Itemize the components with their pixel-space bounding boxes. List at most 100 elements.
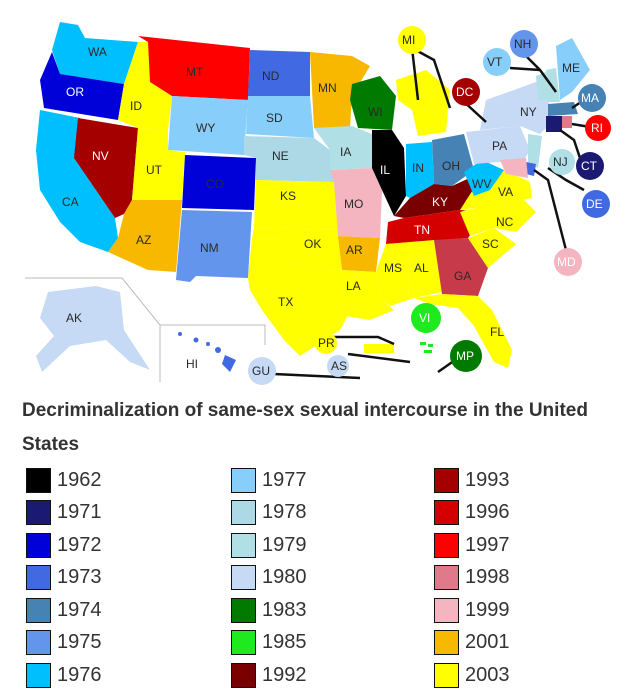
legend-year: 1962 <box>57 468 102 491</box>
legend-year: 1996 <box>465 501 510 524</box>
label-wy: WY <box>196 121 215 135</box>
label-ok: OK <box>304 237 321 251</box>
legend-swatch <box>434 662 459 688</box>
state-wa <box>52 22 138 84</box>
marker-ct <box>576 152 604 180</box>
legend-item: 1993 <box>434 464 614 497</box>
legend-swatch <box>26 630 51 656</box>
legend-item: 1985 <box>231 627 411 660</box>
legend-item: 1998 <box>434 562 614 595</box>
label-vt: VT <box>487 55 503 69</box>
state-fl <box>414 294 512 368</box>
state-ak <box>36 286 150 372</box>
legend-item: 1976 <box>26 659 206 692</box>
legend-year: 1975 <box>57 631 102 654</box>
label-ca: CA <box>62 195 79 209</box>
state-ne <box>244 136 334 182</box>
hawaii-frame <box>160 324 266 345</box>
legend-swatch <box>231 565 256 591</box>
legend-year: 1998 <box>465 566 510 589</box>
legend-year: 1980 <box>262 566 307 589</box>
marker-nh <box>510 30 538 58</box>
state-wv <box>464 160 504 196</box>
legend-swatch <box>26 597 51 623</box>
label-ms: MS <box>384 261 402 275</box>
label-sd: SD <box>266 111 283 125</box>
marker-nj <box>549 149 575 175</box>
legend-item: 1980 <box>231 562 411 595</box>
state-la <box>342 270 394 320</box>
label-wi: WI <box>368 105 383 119</box>
state-al <box>408 240 442 300</box>
label-nv: NV <box>92 149 109 163</box>
legend-swatch <box>231 467 256 493</box>
label-me: ME <box>562 61 580 75</box>
marker-dc <box>452 78 480 106</box>
label-ma: MA <box>581 91 599 105</box>
legend-item: 1974 <box>26 594 206 627</box>
legend-year: 2001 <box>465 631 510 654</box>
state-ct <box>546 116 562 132</box>
legend-swatch <box>26 662 51 688</box>
legend-swatch <box>231 662 256 688</box>
state-wi <box>350 76 396 130</box>
state-ky <box>394 176 478 218</box>
legend-year: 1985 <box>262 631 307 654</box>
legend-column: 1993 1996 1997 1998 1999 2001 2003 <box>434 464 614 692</box>
label-mo: MO <box>344 197 363 211</box>
legend-swatch <box>434 565 459 591</box>
state-tn <box>386 210 488 244</box>
state-md <box>500 158 528 178</box>
label-pr: PR <box>318 336 335 350</box>
state-hi <box>178 332 236 372</box>
label-as: AS <box>331 359 347 373</box>
state-nv <box>74 118 138 218</box>
state-mo <box>330 168 382 238</box>
legend-item: 2001 <box>434 627 614 660</box>
legend-item: 1971 <box>26 497 206 530</box>
marker-mi <box>398 26 426 54</box>
legend-item: 1996 <box>434 497 614 530</box>
label-ak: AK <box>66 311 82 325</box>
state-nj <box>528 134 542 168</box>
legend-item: 1983 <box>231 594 411 627</box>
legend-item: 1979 <box>231 529 411 562</box>
state-mt <box>138 36 250 100</box>
state-nd <box>248 50 310 96</box>
territory-vi <box>420 342 433 353</box>
legend-swatch <box>434 500 459 526</box>
state-ks <box>254 180 338 230</box>
marker-pr <box>315 332 337 354</box>
legend-item: 1999 <box>434 594 614 627</box>
legend-year: 1978 <box>262 501 307 524</box>
legend-year: 1999 <box>465 598 510 621</box>
state-wy <box>168 96 248 155</box>
state-az <box>108 200 182 272</box>
legend-year: 1973 <box>57 566 102 589</box>
legend-year: 2003 <box>465 663 510 686</box>
label-co: CO <box>206 177 224 191</box>
legend-year: 1997 <box>465 533 510 556</box>
legend-year: 1977 <box>262 468 307 491</box>
marker-vi <box>411 303 441 333</box>
label-in: IN <box>412 161 424 175</box>
label-ky: KY <box>432 195 448 209</box>
legend-item: 1997 <box>434 529 614 562</box>
legend-item: 1992 <box>231 659 411 692</box>
state-ia <box>314 126 372 170</box>
label-az: AZ <box>136 233 151 247</box>
marker-as <box>327 355 349 377</box>
label-pa: PA <box>492 139 507 153</box>
label-or: OR <box>66 85 84 99</box>
territory-pr <box>364 344 394 353</box>
legend-swatch <box>231 630 256 656</box>
state-va <box>460 170 532 210</box>
state-nh <box>546 68 560 102</box>
label-tx: TX <box>278 295 293 309</box>
legend-swatch <box>434 467 459 493</box>
legend-year: 1992 <box>262 663 307 686</box>
label-la: LA <box>346 279 361 293</box>
state-or <box>40 52 124 120</box>
us-map: WA OR CA NV ID MT WY UT AZ CO NM ND SD N… <box>25 22 611 385</box>
marker-ma <box>578 84 606 112</box>
